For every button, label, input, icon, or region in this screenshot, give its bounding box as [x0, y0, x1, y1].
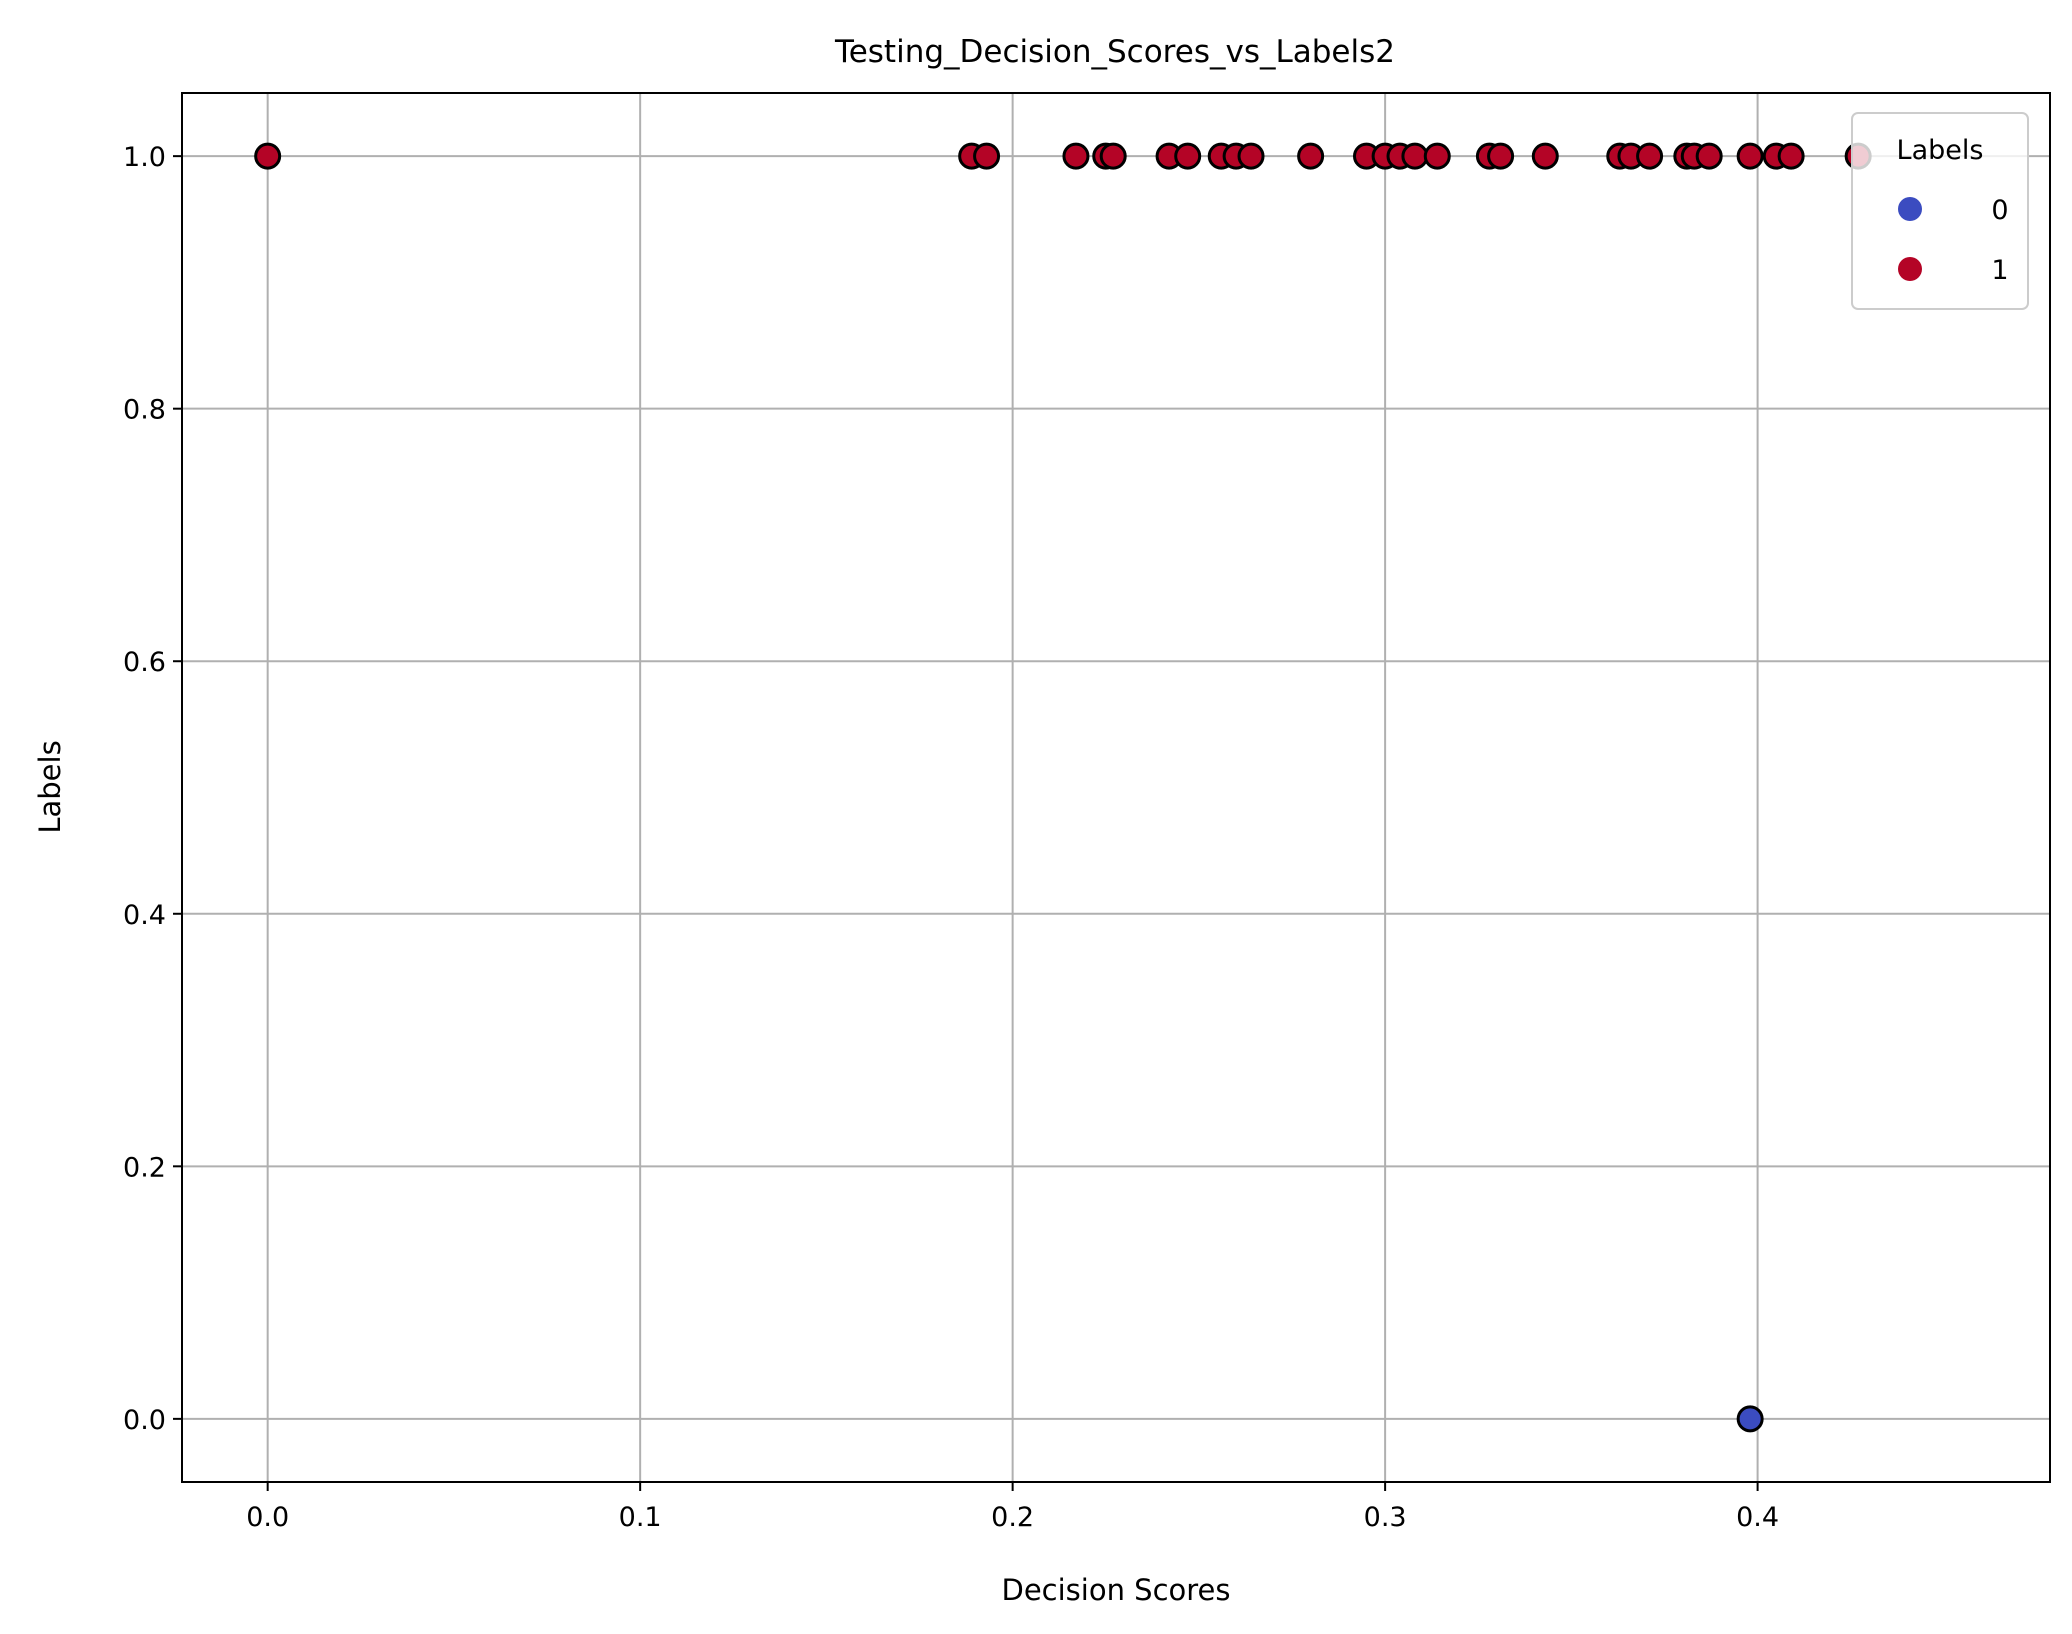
legend-label-1: 1	[1991, 255, 2008, 286]
data-point-label-0	[1736, 1405, 1764, 1433]
y-tick-label: 0.0	[123, 1405, 166, 1436]
data-point-label-1	[1062, 142, 1090, 170]
legend-box	[1851, 112, 2029, 310]
data-point-label-1	[1174, 142, 1202, 170]
chart-title: Testing_Decision_Scores_vs_Labels2	[834, 34, 1395, 70]
x-tick-label: 0.1	[619, 1502, 662, 1533]
y-tick-label: 1.0	[123, 142, 166, 173]
grid	[182, 93, 2050, 1482]
data-point-label-1	[1487, 142, 1515, 170]
legend-marker-1	[1898, 257, 1922, 281]
y-tick-label: 0.4	[123, 900, 166, 931]
plot-frame	[181, 92, 2051, 1483]
x-tick-label: 0.4	[1736, 1502, 1779, 1533]
x-axis-label: Decision Scores	[1001, 1573, 1230, 1607]
data-point-label-1	[254, 142, 282, 170]
legend-label-0: 0	[1991, 195, 2008, 226]
data-point-label-1	[1777, 142, 1805, 170]
y-axis-label: Labels	[33, 740, 67, 833]
legend-marker-0	[1898, 197, 1922, 221]
data-point-label-1	[1237, 142, 1265, 170]
x-tick-label: 0.2	[991, 1502, 1034, 1533]
data-point-label-1	[1531, 142, 1559, 170]
legend-title: Labels	[1897, 135, 1984, 166]
axis-ticks: 0.0 0.1 0.2 0.3 0.4 0.0 0.2 0.4 0.6 0.8 1.0	[123, 142, 1779, 1533]
data-point-label-1	[1695, 142, 1723, 170]
y-tick-label: 0.8	[123, 395, 166, 426]
data-point-label-1	[1736, 142, 1764, 170]
y-tick-label: 0.6	[123, 647, 166, 678]
x-tick-label: 0.0	[246, 1502, 289, 1533]
data-point-label-1	[1636, 142, 1664, 170]
data-point-label-1	[1423, 142, 1451, 170]
data-point-label-1	[1099, 142, 1127, 170]
data-point-label-1	[1297, 142, 1325, 170]
x-tick-label: 0.3	[1364, 1502, 1407, 1533]
data-point-label-1	[1401, 142, 1429, 170]
y-tick-label: 0.2	[123, 1152, 166, 1183]
data-point-label-1	[973, 142, 1001, 170]
legend: Labels 0 1	[1851, 112, 2029, 310]
